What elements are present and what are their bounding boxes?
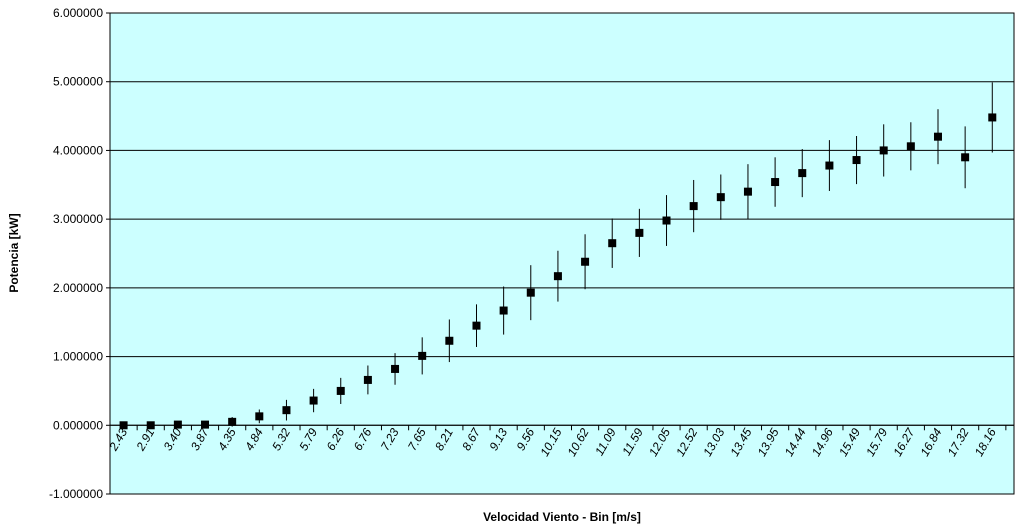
y-tick-label: 6.000000: [53, 6, 103, 20]
y-tick-label: 4.000000: [53, 143, 103, 157]
data-point: [363, 375, 372, 384]
data-point: [798, 169, 807, 178]
y-tick-label: 3.000000: [53, 212, 103, 226]
data-point: [852, 156, 861, 165]
y-tick-label: -1.000000: [49, 487, 103, 501]
data-point: [255, 412, 264, 421]
data-point: [662, 216, 671, 225]
data-point: [309, 396, 318, 405]
data-point: [472, 321, 481, 330]
y-tick-label: 0.000000: [53, 418, 103, 432]
data-point: [988, 113, 997, 122]
plot-area: [109, 12, 1015, 495]
data-point: [716, 193, 725, 202]
data-point: [499, 306, 508, 315]
x-axis-title: Velocidad Viento - Bin [m/s]: [483, 510, 641, 524]
data-point: [228, 417, 237, 426]
data-point: [635, 228, 644, 237]
data-point: [825, 161, 834, 170]
data-point: [173, 420, 182, 429]
data-point: [771, 178, 780, 187]
data-point: [743, 187, 752, 196]
data-point: [906, 142, 915, 151]
data-point: [608, 239, 617, 248]
data-point: [445, 336, 454, 345]
data-point: [282, 406, 291, 415]
y-axis: -1.000000 0.000000 1.000000 2.000000 3.00000…: [49, 6, 110, 501]
y-tick-label: 2.000000: [53, 281, 103, 295]
y-axis-title: Potencia [kW]: [7, 213, 21, 292]
data-point: [689, 202, 698, 211]
data-point: [336, 386, 345, 395]
data-point: [391, 364, 400, 373]
data-point: [581, 257, 590, 266]
data-point: [933, 132, 942, 141]
data-point: [553, 272, 562, 281]
data-point: [961, 153, 970, 162]
y-tick-label: 5.000000: [53, 75, 103, 89]
data-point: [418, 351, 427, 360]
data-point: [879, 146, 888, 155]
data-point: [526, 288, 535, 297]
data-point: [201, 420, 210, 429]
y-tick-label: 1.000000: [53, 350, 103, 364]
